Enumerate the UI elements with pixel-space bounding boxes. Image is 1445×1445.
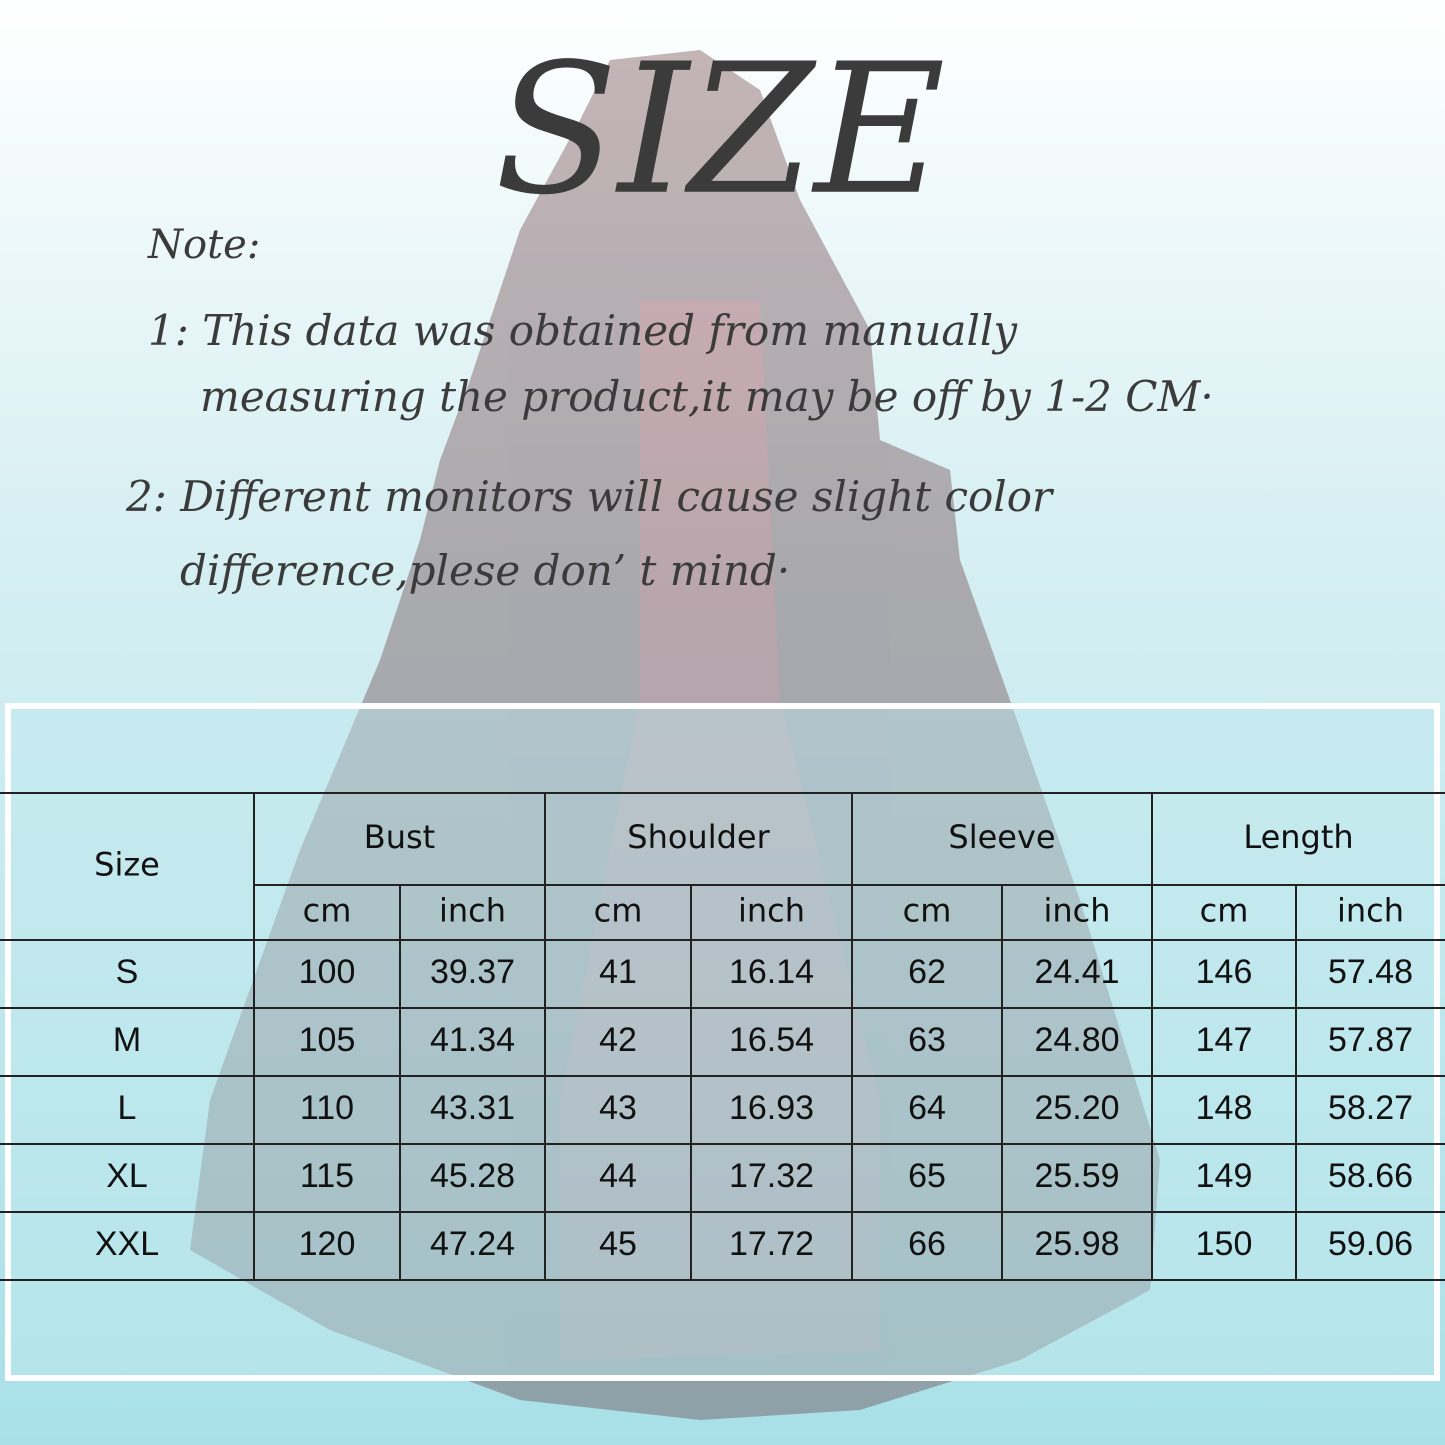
cell-value: 25.98: [1034, 1225, 1119, 1263]
cell-value: 147: [1196, 1021, 1253, 1059]
size-label: M: [113, 1021, 141, 1059]
note-line: 2: Different monitors will cause slight …: [125, 472, 1055, 521]
group-header: Bust: [364, 818, 435, 856]
note-line: difference,plese don’ t mind·: [180, 546, 790, 595]
cell-value: 146: [1196, 953, 1253, 991]
unit-header: cm: [1200, 892, 1249, 930]
cell-value: 148: [1196, 1089, 1253, 1127]
cell-value: 41.34: [430, 1021, 515, 1059]
cell-value: 16.14: [729, 953, 814, 991]
cell-value: 66: [908, 1225, 946, 1263]
cell-value: 41: [599, 953, 637, 991]
title: SIZE: [495, 26, 946, 235]
cell-value: 17.32: [729, 1157, 814, 1195]
table-panel: [5, 703, 1440, 1381]
cell-value: 16.54: [729, 1021, 814, 1059]
cell-value: 110: [300, 1089, 354, 1127]
corner-header: Size: [94, 846, 160, 884]
unit-header: inch: [1043, 892, 1110, 930]
cell-value: 44: [599, 1157, 637, 1195]
cell-value: 65: [908, 1157, 946, 1195]
group-header: Shoulder: [627, 818, 770, 856]
note-line: measuring the product,it may be off by 1…: [200, 372, 1214, 421]
size-label: XL: [106, 1157, 148, 1195]
unit-header: cm: [594, 892, 643, 930]
cell-value: 42: [599, 1021, 637, 1059]
cell-value: 115: [300, 1157, 354, 1195]
cell-value: 150: [1196, 1225, 1253, 1263]
cell-value: 17.72: [729, 1225, 814, 1263]
note-label: Note:: [147, 222, 260, 268]
cell-value: 25.20: [1034, 1089, 1119, 1127]
size-label: S: [116, 953, 139, 991]
cell-value: 62: [908, 953, 946, 991]
cell-value: 24.80: [1034, 1021, 1119, 1059]
cell-value: 45.28: [430, 1157, 515, 1195]
size-label: XXL: [95, 1225, 159, 1263]
cell-value: 47.24: [430, 1225, 515, 1263]
cell-value: 43.31: [430, 1089, 515, 1127]
cell-value: 64: [908, 1089, 946, 1127]
dress-image: [190, 50, 1160, 1420]
note-line: 1: This data was obtained from manually: [148, 306, 1018, 355]
unit-header: inch: [439, 892, 506, 930]
cell-value: 39.37: [430, 953, 515, 991]
cell-value: 100: [299, 953, 356, 991]
unit-header: inch: [738, 892, 805, 930]
cell-value: 120: [299, 1225, 356, 1263]
cell-value: 105: [299, 1021, 356, 1059]
cell-value: 58.66: [1328, 1157, 1413, 1195]
cell-value: 63: [908, 1021, 946, 1059]
cell-value: 57.48: [1328, 953, 1413, 991]
unit-header: inch: [1337, 892, 1404, 930]
cell-value: 58.27: [1328, 1089, 1413, 1127]
cell-value: 149: [1196, 1157, 1253, 1195]
cell-value: 57.87: [1328, 1021, 1413, 1059]
cell-value: 59.06: [1328, 1225, 1413, 1263]
cell-value: 24.41: [1034, 953, 1119, 991]
unit-header: cm: [903, 892, 952, 930]
cell-value: 16.93: [729, 1089, 814, 1127]
group-header: Sleeve: [948, 818, 1055, 856]
size-label: L: [118, 1089, 137, 1127]
cell-value: 25.59: [1034, 1157, 1119, 1195]
cell-value: 43: [599, 1089, 637, 1127]
cell-value: 45: [599, 1225, 637, 1263]
group-header: Length: [1243, 818, 1353, 856]
unit-header: cm: [303, 892, 352, 930]
